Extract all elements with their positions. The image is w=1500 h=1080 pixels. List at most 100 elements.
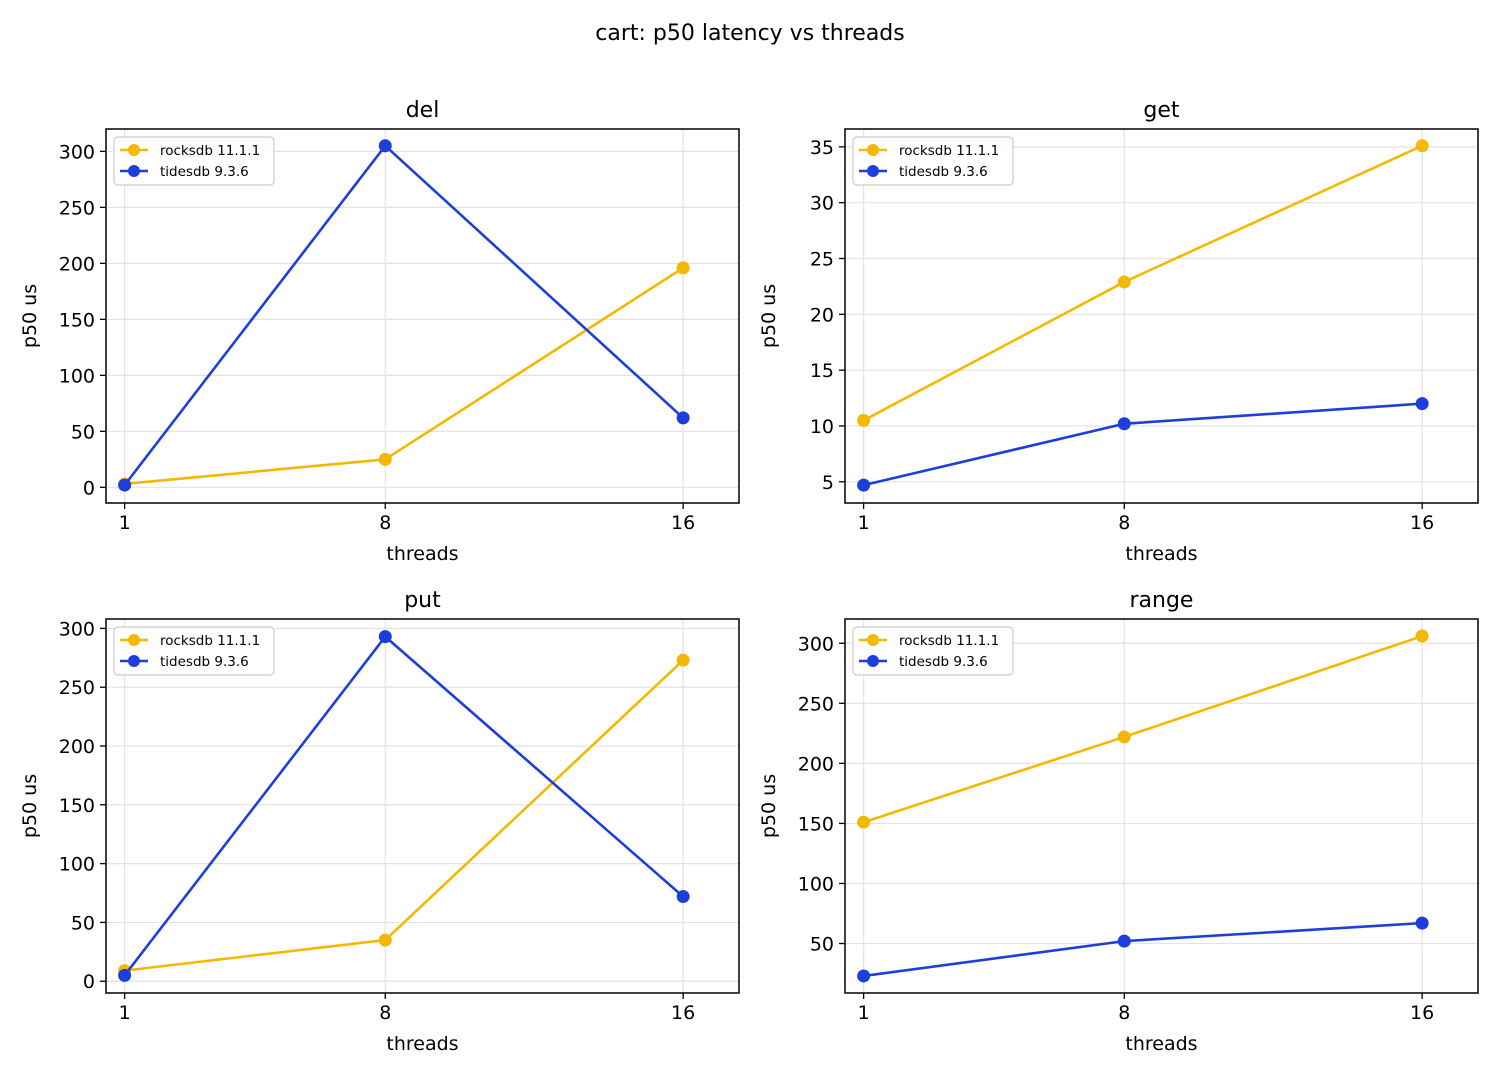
y-tick-label: 100 (59, 854, 95, 876)
y-tick-label: 30 (810, 193, 834, 215)
legend-frame (113, 626, 275, 676)
y-axis-label: p50 us (19, 774, 41, 838)
data-point (118, 478, 132, 492)
figure-title: cart: p50 latency vs threads (595, 21, 904, 46)
series-line-1 (863, 402, 1423, 487)
data-point (378, 139, 392, 153)
legend-label-1: tidesdb 9.3.6 (160, 654, 249, 670)
data-point (857, 413, 871, 427)
x-tick-label: 1 (119, 512, 131, 534)
subplot-title: put (404, 588, 441, 613)
data-point (1117, 934, 1131, 948)
data-point (378, 630, 392, 644)
y-tick-label: 200 (59, 736, 95, 758)
x-tick-label: 1 (119, 1002, 131, 1024)
legend-label-1: tidesdb 9.3.6 (899, 164, 988, 180)
axes-frame (844, 128, 1479, 504)
y-tick-label: 0 (83, 971, 95, 993)
y-axis-label: p50 us (758, 774, 780, 838)
legend: rocksdb 11.1.1 tidesdb 9.3.6 (852, 626, 1014, 676)
y-tick-label: 250 (59, 677, 95, 699)
data-point (118, 968, 132, 982)
legend-frame (113, 136, 275, 186)
data-point (676, 653, 690, 667)
x-axis-label: threads (386, 543, 458, 565)
legend-marker-0 (128, 634, 140, 646)
axes-frame (844, 618, 1479, 994)
legend-label-1: tidesdb 9.3.6 (899, 654, 988, 670)
series-line-0 (124, 659, 685, 972)
legend-marker-0 (128, 144, 140, 156)
legend-marker-1 (128, 165, 140, 177)
legend-marker-1 (128, 655, 140, 667)
legend-marker-1 (867, 655, 879, 667)
data-point (676, 411, 690, 425)
data-point (1415, 629, 1429, 643)
x-tick-label: 8 (1118, 512, 1130, 534)
data-point (676, 261, 690, 275)
y-tick-label: 35 (810, 137, 834, 159)
subplot-put: 1 8 16 0 50 100 150 200 250 300 put threads p50 us ro… (19, 588, 740, 1055)
x-tick-label: 16 (1410, 1002, 1434, 1024)
subplot-title: get (1143, 98, 1180, 123)
legend-marker-0 (867, 144, 879, 156)
data-point (857, 969, 871, 983)
data-point (1117, 730, 1131, 744)
data-point (857, 478, 871, 492)
legend-label-1: tidesdb 9.3.6 (160, 164, 249, 180)
axes-frame (105, 128, 740, 504)
series-line-1 (863, 921, 1423, 978)
y-tick-label: 300 (798, 633, 834, 655)
legend-frame (852, 626, 1014, 676)
y-tick-label: 150 (798, 813, 834, 835)
legend: rocksdb 11.1.1 tidesdb 9.3.6 (113, 136, 275, 186)
y-tick-label: 20 (810, 304, 834, 326)
data-point (378, 933, 392, 947)
y-tick-label: 50 (71, 912, 95, 934)
x-tick-label: 1 (858, 1002, 870, 1024)
axes-frame (105, 618, 740, 994)
y-tick-label: 250 (59, 197, 95, 219)
y-tick-label: 0 (83, 477, 95, 499)
data-point (857, 815, 871, 829)
y-tick-label: 15 (810, 360, 834, 382)
y-tick-label: 150 (59, 309, 95, 331)
legend-marker-1 (867, 165, 879, 177)
data-point (1117, 417, 1131, 431)
series-line-0 (863, 144, 1423, 422)
y-tick-label: 200 (798, 753, 834, 775)
data-point (1415, 139, 1429, 153)
y-tick-label: 150 (59, 795, 95, 817)
y-tick-label: 200 (59, 253, 95, 275)
x-axis-label: threads (1125, 543, 1197, 565)
y-axis-label: p50 us (19, 284, 41, 348)
subplot-get: 1 8 16 5 10 15 20 25 30 35 get threads p50 us rocksdb… (758, 98, 1479, 565)
x-axis-label: threads (1125, 1033, 1197, 1055)
x-tick-label: 8 (379, 512, 391, 534)
y-tick-label: 50 (810, 934, 834, 956)
y-tick-label: 300 (59, 618, 95, 640)
y-tick-label: 10 (810, 416, 834, 438)
y-tick-label: 100 (798, 873, 834, 895)
x-tick-label: 1 (858, 512, 870, 534)
y-tick-label: 100 (59, 365, 95, 387)
data-point (1415, 916, 1429, 930)
subplot-title: range (1130, 588, 1194, 613)
x-tick-label: 16 (671, 512, 695, 534)
data-point (378, 452, 392, 466)
x-tick-label: 8 (1118, 1002, 1130, 1024)
legend: rocksdb 11.1.1 tidesdb 9.3.6 (852, 136, 1014, 186)
y-tick-label: 300 (59, 141, 95, 163)
legend-marker-0 (867, 634, 879, 646)
legend: rocksdb 11.1.1 tidesdb 9.3.6 (113, 626, 275, 676)
y-axis-label: p50 us (758, 284, 780, 348)
data-point (1117, 275, 1131, 289)
x-tick-label: 8 (379, 1002, 391, 1024)
x-tick-label: 16 (671, 1002, 695, 1024)
series-line-1 (123, 144, 685, 486)
y-tick-label: 25 (810, 249, 834, 271)
x-axis-label: threads (386, 1033, 458, 1055)
y-tick-label: 50 (71, 421, 95, 443)
